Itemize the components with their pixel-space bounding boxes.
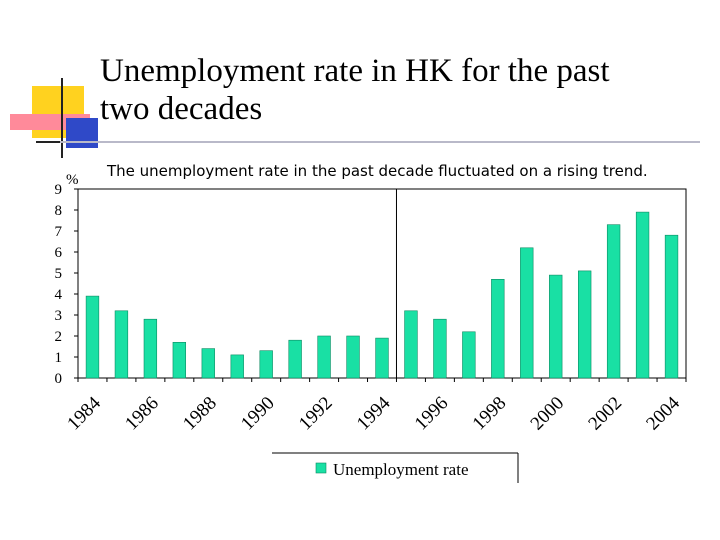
bar-1984 — [85, 295, 100, 379]
y-tick-label: 6 — [55, 245, 63, 261]
bar-1987 — [172, 341, 187, 379]
y-tick-label: 9 — [55, 182, 63, 198]
x-tick-label-1984: 1984 — [63, 392, 105, 434]
y-tick-label: 4 — [55, 287, 63, 303]
y-tick-label: 5 — [55, 266, 63, 282]
slide-title-line-1: Unemployment rate in HK for the past — [100, 53, 610, 89]
bar-1993 — [346, 335, 360, 379]
y-tick-label: 7 — [55, 224, 63, 240]
x-tick-label-1996: 1996 — [411, 393, 453, 435]
slide-title-line-2: two decades — [100, 91, 263, 127]
y-tick-label: 8 — [55, 203, 63, 219]
bar-2001 — [577, 270, 592, 379]
bar-1999 — [520, 247, 534, 379]
bar-2002 — [606, 224, 621, 379]
x-tick-label-1988: 1988 — [179, 393, 221, 435]
legend-swatch — [315, 462, 327, 474]
bar-1996 — [433, 318, 447, 379]
bar-2004 — [664, 234, 679, 379]
title-rule — [60, 141, 700, 143]
bar-1997 — [462, 331, 476, 379]
legend-label: Unemployment rate — [333, 460, 469, 479]
x-tick-label-2000: 2000 — [527, 393, 569, 435]
bar-1988 — [201, 348, 215, 379]
bar-1989 — [230, 354, 244, 379]
bar-1995 — [404, 310, 418, 379]
x-tick-label-1990: 1990 — [237, 393, 279, 435]
chart-note: The unemployment rate in the past decade… — [107, 162, 648, 180]
bar-1985 — [114, 310, 129, 379]
y-tick-label: 1 — [55, 350, 63, 366]
legend-box — [272, 453, 518, 483]
y-tick-label: 2 — [55, 329, 63, 345]
y-tick-label: 3 — [55, 308, 63, 324]
deco-blue-block — [66, 118, 98, 148]
bar-2003 — [635, 211, 650, 379]
bar-2000 — [549, 274, 563, 379]
x-tick-label-1998: 1998 — [469, 393, 511, 435]
deco-vertical-line — [61, 78, 63, 158]
bar-1994 — [375, 337, 389, 379]
bar-1992 — [317, 335, 331, 379]
y-tick-label: 0 — [55, 371, 63, 387]
bar-1990 — [259, 350, 273, 379]
x-tick-label-1986: 1986 — [121, 393, 163, 435]
bar-1991 — [288, 339, 302, 379]
y-axis-unit: % — [66, 172, 79, 188]
x-tick-label-1992: 1992 — [295, 393, 337, 435]
slide-title: Unemployment rate in HK for the past two… — [100, 52, 700, 128]
x-tick-label-2004: 2004 — [642, 392, 684, 434]
x-tick-label-2002: 2002 — [584, 393, 626, 435]
bar-1986 — [143, 318, 158, 379]
x-tick-label-1994: 1994 — [353, 392, 395, 434]
plot-area: 0 1 2 3 4 5 6 7 8 9% 1984 1986 1988 1990 1992 1994 1996 1… — [55, 172, 687, 483]
bar-1998 — [491, 278, 505, 379]
